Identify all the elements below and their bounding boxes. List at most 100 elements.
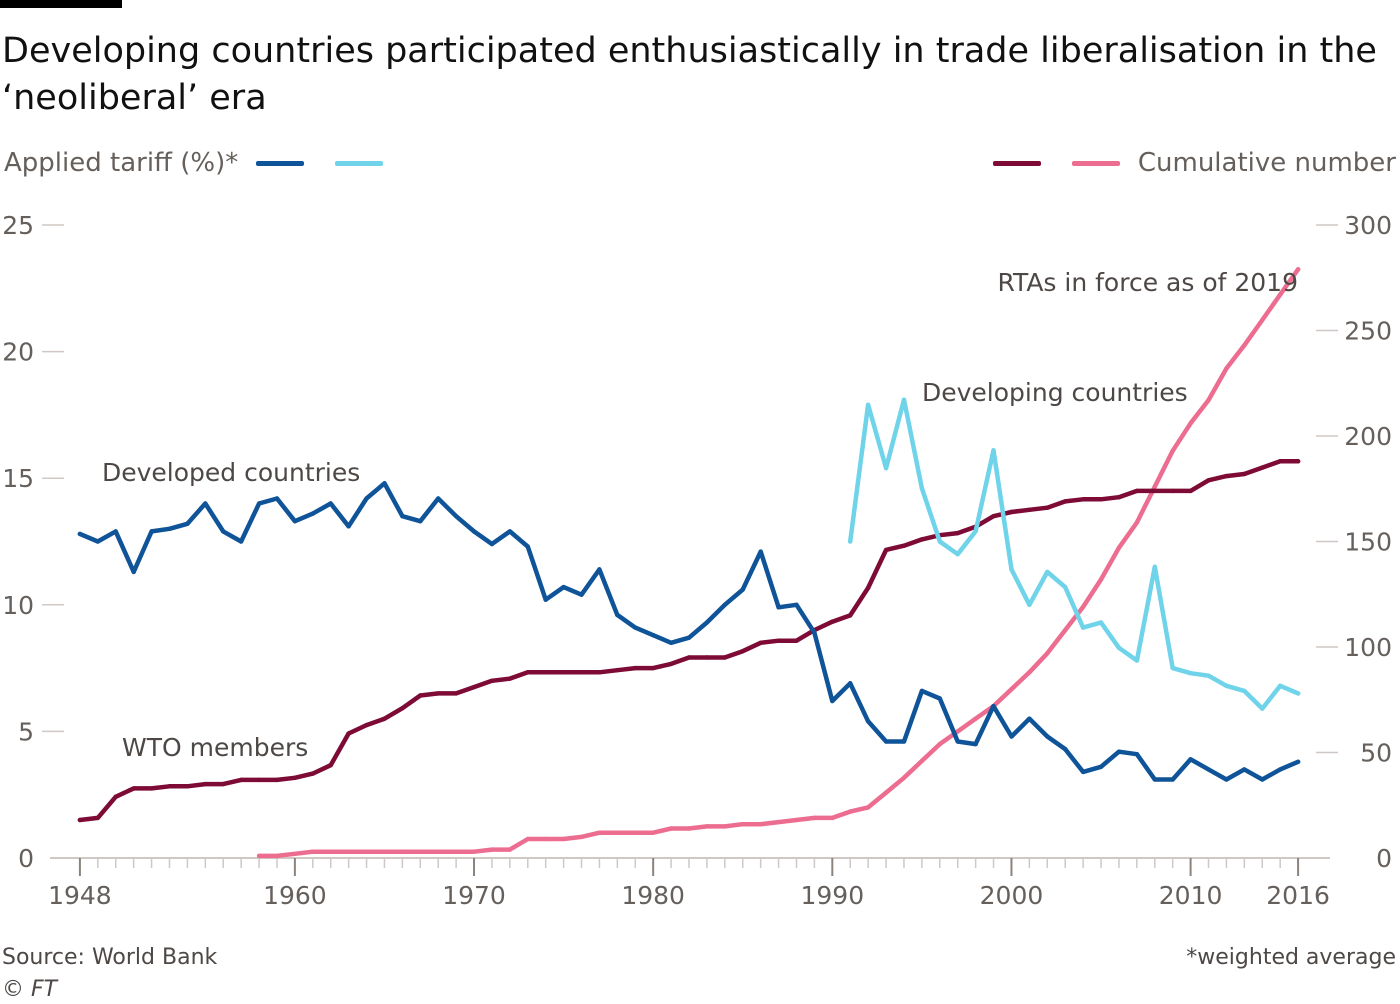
data-point-developed (1009, 734, 1014, 739)
data-point-developed (1116, 749, 1122, 754)
annotation-rta: RTAs in force as of 2019 (997, 268, 1298, 297)
data-point-rta (812, 815, 817, 821)
x-tick-label: 2016 (1266, 881, 1330, 910)
chart-axes: 1948 1960 1970 1980 1990 2000 2010 201605101520… (2, 211, 1392, 910)
data-point-developing (1045, 569, 1050, 575)
data-point-developed (382, 481, 387, 486)
data-point-developed (400, 514, 405, 519)
data-point-developing (955, 552, 960, 557)
data-point-developed (919, 688, 925, 694)
data-point-wto (561, 670, 566, 675)
data-point-wto (830, 619, 835, 624)
data-point-wto (185, 784, 190, 789)
data-point-developed (1098, 764, 1104, 769)
x-tick-label: 2000 (980, 881, 1044, 910)
data-point-rta (1045, 651, 1050, 656)
data-point-developed (113, 529, 118, 534)
data-point-rta (1170, 448, 1175, 453)
data-point-developed (238, 539, 244, 544)
data-point-rta (1260, 317, 1265, 323)
data-point-developing (883, 465, 889, 471)
data-point-developed (1027, 716, 1032, 721)
data-point-wto (113, 794, 118, 799)
data-point-rta (292, 851, 298, 856)
data-point-developing (1224, 683, 1229, 688)
data-point-rta (1278, 292, 1283, 297)
data-point-wto (1045, 505, 1050, 510)
data-point-rta (1080, 604, 1086, 610)
x-tick-label: 1960 (263, 881, 327, 910)
y-right-tick-label: 100 (1344, 633, 1392, 662)
data-point-wto (471, 684, 477, 690)
data-point-wto (901, 543, 907, 548)
y-right-tick-label: 250 (1344, 317, 1392, 346)
source-note: Source: World Bank (2, 945, 218, 970)
legend-swatch-wto (993, 161, 1041, 166)
data-point-developed (1206, 767, 1211, 772)
data-point-developing (1134, 658, 1140, 663)
y-right-tick-label: 150 (1344, 528, 1392, 557)
data-point-developed (1045, 734, 1050, 739)
data-point-developed (167, 526, 172, 531)
data-point-wto (686, 655, 692, 660)
data-point-wto (865, 585, 871, 591)
data-point-developed (740, 587, 745, 592)
data-point-developed (77, 531, 83, 537)
data-point-rta (453, 849, 459, 854)
legend-swatch-developed (256, 161, 304, 166)
y-left-tick-label: 10 (2, 591, 34, 620)
data-point-developed (1278, 767, 1283, 772)
data-point-wto (722, 655, 727, 660)
data-point-rta (830, 815, 835, 821)
data-point-developed (131, 569, 136, 575)
data-point-wto (131, 786, 136, 791)
y-left-tick-label: 0 (18, 844, 34, 873)
data-point-rta (794, 817, 799, 823)
data-point-developed (579, 592, 584, 597)
data-point-rta (1134, 520, 1140, 525)
data-point-wto (382, 716, 387, 721)
data-point-rta (1116, 545, 1122, 550)
data-point-developed (328, 501, 333, 506)
data-point-developed (525, 544, 530, 549)
data-point-wto (1063, 499, 1068, 504)
data-point-wto (310, 771, 315, 776)
data-point-wto (848, 613, 853, 618)
data-point-wto (274, 777, 280, 783)
data-point-wto (292, 775, 298, 780)
data-point-developing (937, 539, 942, 544)
data-point-developing (991, 448, 996, 453)
annotation-developing: Developing countries (922, 378, 1188, 407)
series-line-rta (256, 267, 1301, 859)
data-point-developed (185, 521, 190, 526)
data-point-developed (865, 719, 871, 724)
data-point-developed (436, 496, 441, 501)
data-point-rta (418, 849, 423, 854)
data-point-rta (561, 836, 566, 842)
data-point-developed (95, 539, 101, 544)
data-point-rta (543, 836, 548, 842)
data-point-wto (238, 777, 244, 783)
data-point-developed (973, 741, 978, 747)
data-point-developed (686, 635, 692, 640)
y-right-tick-label: 0 (1376, 844, 1392, 873)
data-point-wto (579, 670, 584, 675)
data-point-rta (471, 849, 477, 854)
weighted-average-note: *weighted average (1186, 945, 1396, 970)
data-point-wto (149, 786, 154, 791)
header-accent-bar (0, 0, 122, 8)
data-point-wto (400, 706, 405, 711)
data-point-rta (973, 716, 978, 721)
data-point-wto (1152, 488, 1158, 494)
data-point-developed (597, 567, 602, 572)
data-point-wto (597, 670, 602, 675)
data-point-developed (292, 519, 298, 524)
data-point-rta (1009, 687, 1014, 692)
data-point-developed (776, 605, 781, 610)
data-point-developed (543, 597, 548, 602)
data-point-wto (1188, 488, 1193, 494)
data-point-rta (722, 824, 727, 829)
data-point-wto (256, 777, 262, 783)
data-point-rta (704, 824, 710, 829)
